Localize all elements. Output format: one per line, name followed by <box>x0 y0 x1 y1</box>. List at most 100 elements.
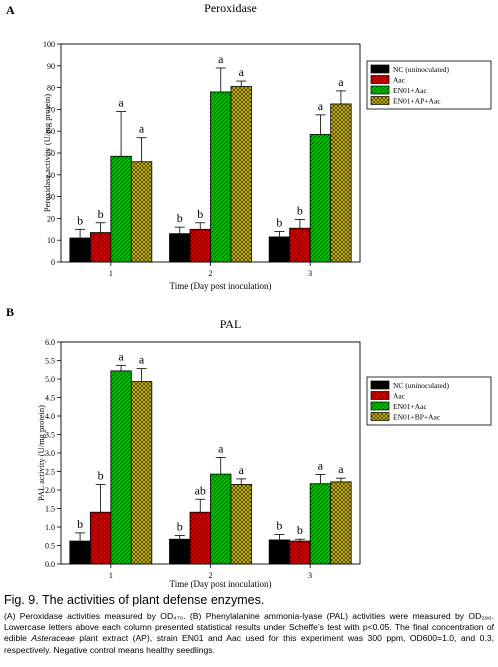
significance-letter: b <box>276 215 282 229</box>
legend-swatch <box>370 412 390 421</box>
significance-letter: a <box>139 353 145 367</box>
bar <box>130 161 153 263</box>
significance-letter: b <box>177 211 183 225</box>
caption-line-3-italic: Asteraceae <box>31 633 75 644</box>
caption-line-2: Lowercase letters above each column pres… <box>4 622 494 644</box>
bar <box>210 473 232 565</box>
y-tick-label: 0.0 <box>45 560 55 569</box>
legend-swatch <box>370 75 390 84</box>
caption-title: Fig. 9. The activities of plant defense … <box>4 593 265 607</box>
panel-a-peroxidase-chart: A Peroxidase 0 10 20 30 40 50 60 70 80 90 100 Peroxid… <box>6 1 492 291</box>
significance-letter: b <box>297 203 303 217</box>
significance-letter: b <box>197 207 203 221</box>
legend-swatch <box>370 64 390 74</box>
x-tick-label: 3 <box>308 571 312 580</box>
bar <box>169 538 191 565</box>
legend-label: EN01+Aac <box>393 402 427 411</box>
y-tick-label: 3.5 <box>45 431 55 440</box>
y-tick-label: 30 <box>47 193 55 202</box>
legend-label: EN01+Aac <box>393 86 427 95</box>
significance-letter: a <box>139 122 145 136</box>
chart-title: PAL <box>220 317 242 331</box>
caption-line-4: Negative control means healthy seedlings… <box>53 644 215 655</box>
bar <box>169 233 191 263</box>
caption-body: (A) Peroxidase activities measured by OD… <box>4 611 494 656</box>
panel-b-pal-chart: B PAL 0.0 0.5 1.0 1.5 2.0 2.5 3.0 3.5 4.0 4.5 5.0 5.5… <box>6 305 492 589</box>
x-axis-label: Time (Day post inoculation) <box>170 579 272 589</box>
bar <box>230 86 252 263</box>
y-tick-label: 4.0 <box>45 412 55 421</box>
legend-label: EN01+BP+Aac <box>393 413 441 422</box>
significance-letter: a <box>218 52 224 66</box>
legend-swatch <box>370 96 390 105</box>
x-tick-label: 1 <box>109 269 113 278</box>
bar <box>130 381 153 565</box>
y-axis-label: PAL activity (U/mg protein) <box>36 405 46 501</box>
bar <box>110 370 132 565</box>
legend-label: EN01+AP+Aac <box>393 97 441 106</box>
x-tick-label: 3 <box>308 269 312 278</box>
bar <box>189 511 211 565</box>
legend-label: Aac <box>393 392 406 401</box>
y-tick-label: 90 <box>47 62 55 71</box>
bar <box>330 103 352 263</box>
panel-label: A <box>6 3 15 17</box>
y-axis-label: Peroxidase activity (U/mg protein) <box>42 94 52 212</box>
bar <box>89 511 112 565</box>
figure-canvas: A Peroxidase 0 10 20 30 40 50 60 70 80 90 100 Peroxid… <box>6 1 492 589</box>
legend-swatch <box>370 85 390 95</box>
y-tick-label: 80 <box>47 84 55 93</box>
caption-line-3: plant extract (AP), strain EN01 and Aac … <box>4 633 494 655</box>
bar <box>309 483 332 565</box>
bar <box>289 540 311 565</box>
y-tick-label: 2.0 <box>45 486 55 495</box>
significance-letter: a <box>218 441 224 455</box>
significance-letter: a <box>239 463 245 477</box>
bar <box>330 481 352 565</box>
y-tick-label: 2.5 <box>45 468 55 477</box>
legend-swatch <box>370 391 390 400</box>
legend-label: NC (uninoculated) <box>393 381 450 390</box>
y-tick-label: 5.5 <box>45 357 55 366</box>
legend-swatch <box>370 380 390 390</box>
y-tick-label: 5.0 <box>45 375 55 384</box>
bar <box>89 232 112 263</box>
significance-letter: a <box>239 65 245 79</box>
legend-swatch <box>370 401 390 411</box>
x-tick-label: 2 <box>209 571 213 580</box>
significance-letter: a <box>338 75 344 89</box>
significance-letter: a <box>338 462 344 476</box>
y-tick-label: 0.5 <box>45 542 55 551</box>
y-tick-label: 70 <box>47 105 55 114</box>
bar <box>210 91 232 263</box>
bar <box>189 228 211 263</box>
figure-caption: Fig. 9. The activities of plant defense … <box>4 593 494 656</box>
x-tick-label: 2 <box>209 269 213 278</box>
significance-letter: b <box>276 518 282 532</box>
significance-letter: b <box>77 213 83 227</box>
bar <box>110 155 132 263</box>
bar <box>69 540 91 565</box>
significance-letter: b <box>297 523 303 537</box>
significance-letter: b <box>98 207 104 221</box>
y-tick-label: 1.0 <box>45 523 55 532</box>
y-tick-label: 60 <box>47 127 55 136</box>
bar <box>268 236 291 263</box>
bar <box>230 484 252 565</box>
y-tick-label: 3.0 <box>45 449 55 458</box>
significance-letter: a <box>118 96 124 110</box>
y-tick-label: 20 <box>47 214 55 223</box>
bar <box>69 237 91 263</box>
significance-letter: a <box>318 458 324 472</box>
bar <box>289 227 311 263</box>
panel-label: B <box>6 305 14 319</box>
y-tick-label: 40 <box>47 171 55 180</box>
y-tick-label: 6.0 <box>45 338 55 347</box>
chart-title: Peroxidase <box>204 1 257 15</box>
significance-letter: b <box>177 520 183 534</box>
caption-line-1: (A) Peroxidase activities measured by OD… <box>4 611 494 621</box>
significance-letter: a <box>318 99 324 113</box>
significance-letter: a <box>118 349 124 363</box>
